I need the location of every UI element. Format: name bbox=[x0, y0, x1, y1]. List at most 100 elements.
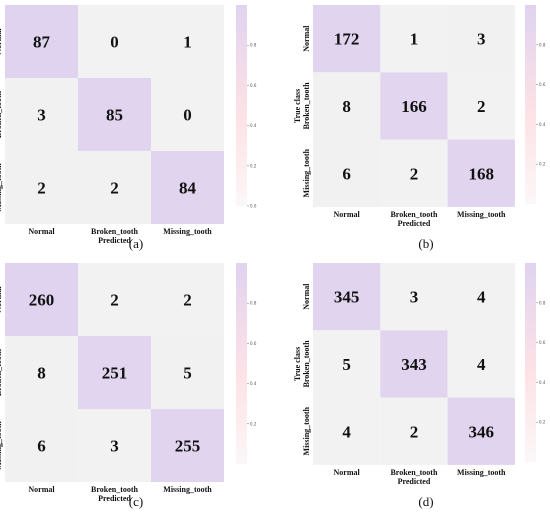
heatmap-cell bbox=[151, 5, 224, 78]
colorbar-tick-label: 0.6 bbox=[539, 82, 546, 87]
heatmap-cell bbox=[313, 5, 381, 73]
confusion-matrix-c: 260 2 2 8 251 5 6 3 255 Normal Broken_tooth Missing… bbox=[0, 258, 275, 516]
cell-value: 2 bbox=[410, 164, 419, 183]
cell-value: 1 bbox=[183, 33, 192, 52]
heatmap-cell bbox=[5, 336, 78, 409]
heatmap-cell bbox=[151, 78, 224, 151]
cell-value: 255 bbox=[175, 437, 201, 456]
heatmap-cell bbox=[380, 72, 448, 140]
heatmap-cell bbox=[5, 5, 78, 78]
cell-value: 2 bbox=[183, 291, 192, 310]
confusion-matrix-b: 172 1 3 8 166 2 6 2 168 Normal Broken_tooth Missing… bbox=[275, 0, 550, 258]
cell-value: 3 bbox=[410, 288, 419, 307]
x-tick-label: Broken_tooth bbox=[390, 210, 438, 219]
heatmap-svg-a: 87 0 1 3 85 0 2 2 84 Normal Broken_tooth Missing_to… bbox=[0, 5, 257, 245]
cell-value: 4 bbox=[477, 288, 486, 307]
heatmap-cell bbox=[380, 263, 448, 331]
heatmap-cell bbox=[151, 151, 224, 224]
heatmap-cell bbox=[313, 330, 381, 398]
colorbar bbox=[525, 5, 536, 204]
x-axis-label: Predicted bbox=[98, 236, 131, 245]
y-tick-label: Missing_tooth bbox=[302, 406, 311, 455]
y-tick-label: Normal bbox=[0, 286, 3, 313]
cell-value: 251 bbox=[102, 364, 128, 383]
heatmap-cell bbox=[447, 263, 515, 331]
heatmap-cell bbox=[447, 5, 515, 73]
y-tick-label: Missing_tooth bbox=[0, 163, 3, 212]
cell-value: 4 bbox=[477, 355, 486, 374]
cell-value: 5 bbox=[183, 364, 192, 383]
heatmap-cell bbox=[78, 151, 151, 224]
heatmap-cell bbox=[5, 409, 78, 482]
caption-a: (a) bbox=[128, 236, 144, 251]
x-axis-label: Predicted bbox=[98, 494, 131, 503]
colorbar-tick-label: 0.4 bbox=[250, 123, 257, 128]
heatmap-cell bbox=[78, 409, 151, 482]
colorbar-tick-label: 0.6 bbox=[250, 83, 257, 88]
colorbar-tick-label: 0.4 bbox=[539, 122, 546, 127]
x-axis-label: Predicted bbox=[398, 477, 431, 486]
heatmap-cell bbox=[5, 151, 78, 224]
heatmap-cell bbox=[313, 72, 381, 140]
x-tick-label: Normal bbox=[28, 227, 55, 236]
cell-value: 2 bbox=[477, 97, 486, 116]
colorbar-tick-label: 0.2 bbox=[250, 163, 257, 168]
x-tick-label: Normal bbox=[28, 485, 55, 494]
cell-value: 3 bbox=[477, 30, 486, 49]
colorbar-tick-label: 0.4 bbox=[539, 380, 546, 385]
colorbar bbox=[236, 5, 247, 206]
cell-value: 0 bbox=[110, 33, 119, 52]
heatmap-cell bbox=[78, 263, 151, 336]
confusion-matrix-a: 87 0 1 3 85 0 2 2 84 Normal Broken_tooth Missing_to… bbox=[0, 0, 275, 258]
colorbar-tick-label: 0.6 bbox=[539, 340, 546, 345]
cell-value: 345 bbox=[334, 288, 360, 307]
cell-value: 3 bbox=[37, 106, 46, 125]
y-tick-label: Broken_tooth bbox=[302, 82, 311, 130]
heatmap-svg-b: 172 1 3 8 166 2 6 2 168 Normal Broken_tooth Missing… bbox=[293, 5, 546, 228]
cell-value: 2 bbox=[410, 422, 419, 441]
cell-value: 8 bbox=[37, 364, 46, 383]
x-tick-label: Broken_tooth bbox=[390, 468, 438, 477]
cell-value: 8 bbox=[342, 97, 351, 116]
x-tick-label: Broken_tooth bbox=[91, 227, 139, 236]
colorbar-tick-label: 0.2 bbox=[539, 420, 546, 425]
colorbar-tick-label: 0.8 bbox=[539, 42, 546, 47]
cell-value: 172 bbox=[334, 30, 360, 49]
cell-value: 346 bbox=[469, 422, 495, 441]
cell-value: 2 bbox=[110, 291, 119, 310]
heatmap-cell bbox=[78, 78, 151, 151]
cell-value: 5 bbox=[342, 355, 351, 374]
y-tick-label: Broken_tooth bbox=[302, 340, 311, 388]
heatmap-cell bbox=[151, 409, 224, 482]
x-tick-label: Missing_tooth bbox=[163, 485, 212, 494]
y-axis-label: True class bbox=[293, 347, 302, 381]
y-tick-label: Missing_tooth bbox=[0, 421, 3, 470]
colorbar-tick-label: 0.0 bbox=[250, 204, 257, 209]
caption-c: (c) bbox=[128, 494, 144, 509]
cell-value: 168 bbox=[469, 164, 495, 183]
x-tick-label: Missing_tooth bbox=[457, 468, 506, 477]
heatmap-cell bbox=[313, 263, 381, 331]
colorbar-tick-label: 0.2 bbox=[250, 421, 257, 426]
y-tick-label: Broken_tooth bbox=[0, 90, 3, 138]
y-tick-label: Normal bbox=[302, 25, 311, 52]
colorbar-tick-label: 0.4 bbox=[250, 381, 257, 386]
heatmap-cell bbox=[380, 5, 448, 73]
x-tick-label: Normal bbox=[334, 210, 361, 219]
x-axis-label: Predicted bbox=[398, 219, 431, 228]
colorbar bbox=[236, 263, 247, 464]
cell-value: 0 bbox=[183, 106, 192, 125]
colorbar-tick-label: 0.2 bbox=[539, 162, 546, 167]
cell-value: 1 bbox=[410, 30, 419, 49]
x-tick-label: Normal bbox=[334, 468, 361, 477]
heatmap-cell bbox=[380, 397, 448, 465]
cell-value: 6 bbox=[342, 164, 351, 183]
heatmap-cell bbox=[447, 397, 515, 465]
y-tick-label: Broken_tooth bbox=[0, 348, 3, 396]
x-tick-label: Missing_tooth bbox=[457, 210, 506, 219]
heatmap-cell bbox=[380, 330, 448, 398]
cell-value: 4 bbox=[342, 422, 351, 441]
heatmap-cell bbox=[313, 139, 381, 207]
cell-value: 85 bbox=[106, 106, 123, 125]
